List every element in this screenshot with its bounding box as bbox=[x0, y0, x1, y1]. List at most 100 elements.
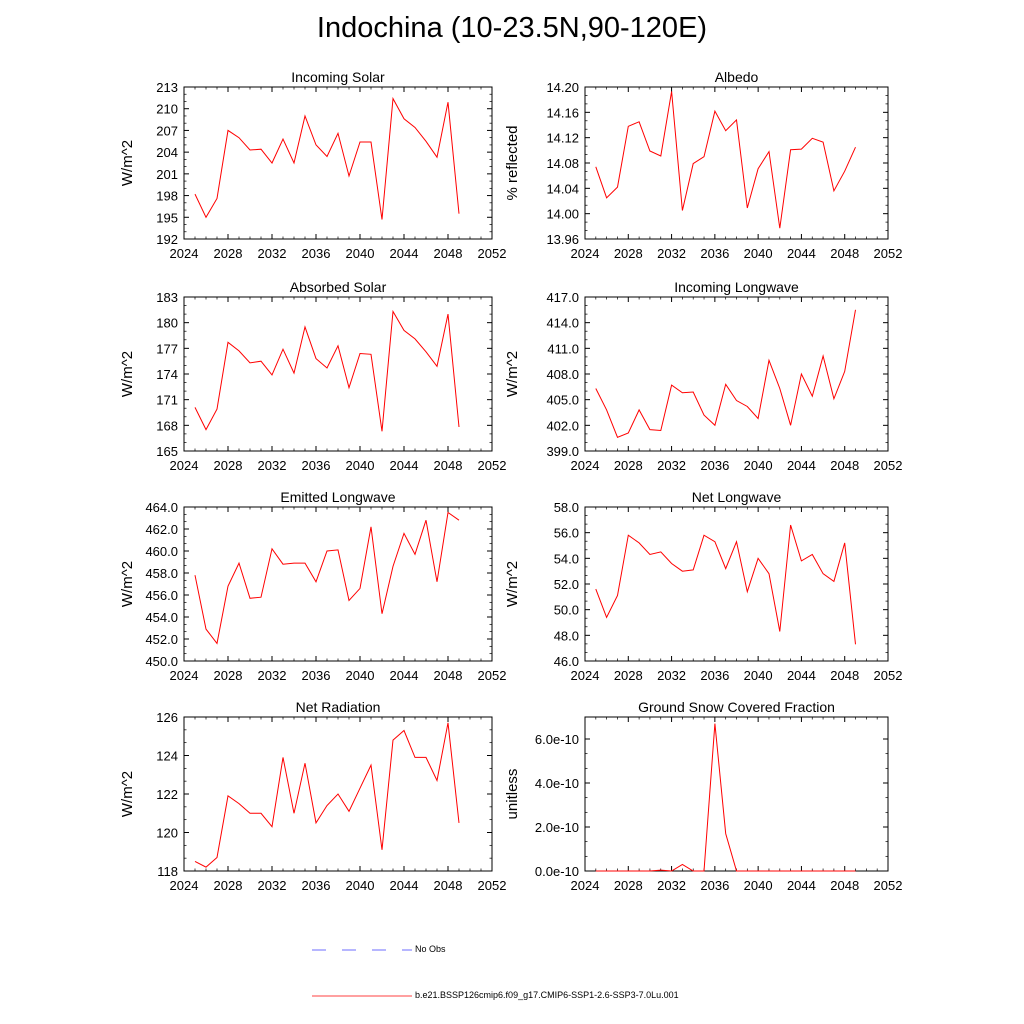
net-longwave-xtick-label: 2048 bbox=[830, 668, 859, 683]
ground-snow-covered-fraction-xtick-label: 2040 bbox=[744, 878, 773, 893]
incoming-solar-ytick-label: 213 bbox=[156, 80, 178, 95]
incoming-longwave-xtick-label: 2052 bbox=[874, 458, 903, 473]
net-radiation-xtick-label: 2024 bbox=[170, 878, 199, 893]
net-radiation-xtick-label: 2048 bbox=[434, 878, 463, 893]
emitted-longwave-xtick-label: 2052 bbox=[478, 668, 507, 683]
incoming-solar-xtick-label: 2044 bbox=[390, 246, 419, 261]
net-longwave-series-line bbox=[595, 524, 856, 645]
net-longwave-xtick-label: 2036 bbox=[700, 668, 729, 683]
albedo-xtick-label: 2044 bbox=[787, 246, 816, 261]
emitted-longwave-xtick-label: 2040 bbox=[346, 668, 375, 683]
albedo-xtick-label: 2036 bbox=[700, 246, 729, 261]
incoming-solar-ytick-label: 204 bbox=[156, 145, 178, 160]
absorbed-solar-ytick-label: 171 bbox=[156, 393, 178, 408]
albedo-ylabel: % reflected bbox=[504, 125, 521, 200]
ground-snow-covered-fraction-ytick-label: 2.0e-10 bbox=[535, 820, 579, 835]
incoming-longwave-xtick-label: 2024 bbox=[571, 458, 600, 473]
ground-snow-covered-fraction-title: Ground Snow Covered Fraction bbox=[638, 699, 835, 715]
albedo-ytick-label: 14.12 bbox=[546, 131, 579, 146]
ground-snow-covered-fraction-xtick-label: 2032 bbox=[657, 878, 686, 893]
incoming-solar-ytick-label: 192 bbox=[156, 232, 178, 247]
emitted-longwave-ytick-label: 458.0 bbox=[145, 566, 178, 581]
absorbed-solar-xtick-label: 2032 bbox=[258, 458, 287, 473]
net-longwave-ytick-label: 48.0 bbox=[554, 628, 579, 643]
incoming-solar-ytick-label: 198 bbox=[156, 189, 178, 204]
albedo-ytick-label: 14.16 bbox=[546, 105, 579, 120]
albedo-series-line bbox=[595, 91, 856, 229]
absorbed-solar-series-line bbox=[194, 309, 460, 432]
absorbed-solar-ytick-label: 168 bbox=[156, 418, 178, 433]
absorbed-solar-xtick-label: 2028 bbox=[214, 458, 243, 473]
incoming-longwave-ytick-label: 411.0 bbox=[547, 341, 579, 356]
incoming-longwave-ytick-label: 414.0 bbox=[546, 316, 579, 331]
emitted-longwave-ytick-label: 464.0 bbox=[145, 500, 178, 515]
albedo-xtick-label: 2028 bbox=[614, 246, 643, 261]
net-longwave-ytick-label: 46.0 bbox=[554, 654, 579, 669]
net-radiation-xtick-label: 2052 bbox=[478, 878, 507, 893]
ground-snow-covered-fraction-series-line bbox=[595, 723, 856, 872]
legend-label-model: b.e21.BSSP126cmip6.f09_g17.CMIP6-SSP1-2.… bbox=[415, 990, 679, 1000]
emitted-longwave-ytick-label: 450.0 bbox=[145, 654, 178, 669]
net-longwave-title: Net Longwave bbox=[692, 489, 782, 505]
emitted-longwave-xtick-label: 2032 bbox=[258, 668, 287, 683]
emitted-longwave-series-line bbox=[194, 511, 460, 645]
net-longwave-ytick-label: 56.0 bbox=[554, 526, 579, 541]
ground-snow-covered-fraction-xtick-label: 2024 bbox=[571, 878, 600, 893]
absorbed-solar-title: Absorbed Solar bbox=[290, 279, 387, 295]
emitted-longwave-xtick-label: 2036 bbox=[302, 668, 331, 683]
absorbed-solar-ytick-label: 165 bbox=[156, 444, 178, 459]
net-longwave-xtick-label: 2040 bbox=[744, 668, 773, 683]
ground-snow-covered-fraction-ylabel: unitless bbox=[504, 769, 521, 820]
incoming-longwave-title: Incoming Longwave bbox=[674, 279, 799, 295]
net-longwave-ylabel: W/m^2 bbox=[504, 561, 521, 607]
incoming-longwave-xtick-label: 2036 bbox=[700, 458, 729, 473]
net-radiation-xtick-label: 2040 bbox=[346, 878, 375, 893]
absorbed-solar-xtick-label: 2044 bbox=[390, 458, 419, 473]
net-radiation-title: Net Radiation bbox=[296, 699, 381, 715]
net-longwave-xtick-label: 2032 bbox=[657, 668, 686, 683]
albedo-ytick-label: 14.00 bbox=[546, 207, 579, 222]
albedo-xtick-label: 2048 bbox=[830, 246, 859, 261]
incoming-solar-title: Incoming Solar bbox=[291, 69, 385, 85]
incoming-solar-xtick-label: 2028 bbox=[214, 246, 243, 261]
net-longwave-ytick-label: 54.0 bbox=[554, 551, 579, 566]
emitted-longwave-xtick-label: 2024 bbox=[170, 668, 199, 683]
absorbed-solar-ytick-label: 177 bbox=[156, 341, 178, 356]
net-radiation-series-line bbox=[194, 722, 460, 868]
incoming-longwave-ylabel: W/m^2 bbox=[504, 351, 521, 397]
emitted-longwave-xtick-label: 2044 bbox=[390, 668, 419, 683]
ground-snow-covered-fraction-xtick-label: 2048 bbox=[830, 878, 859, 893]
net-radiation-xtick-label: 2044 bbox=[390, 878, 419, 893]
incoming-solar-xtick-label: 2032 bbox=[258, 246, 287, 261]
absorbed-solar-xtick-label: 2036 bbox=[302, 458, 331, 473]
page-title: Indochina (10-23.5N,90-120E) bbox=[316, 12, 708, 44]
incoming-longwave-xtick-label: 2028 bbox=[614, 458, 643, 473]
incoming-longwave-ytick-label: 402.0 bbox=[546, 418, 579, 433]
absorbed-solar-xtick-label: 2048 bbox=[434, 458, 463, 473]
absorbed-solar-xtick-label: 2052 bbox=[478, 458, 507, 473]
absorbed-solar-ytick-label: 183 bbox=[156, 290, 178, 305]
net-radiation-xtick-label: 2036 bbox=[302, 878, 331, 893]
albedo-xtick-label: 2040 bbox=[744, 246, 773, 261]
net-radiation-xtick-label: 2028 bbox=[214, 878, 243, 893]
ground-snow-covered-fraction-ytick-label: 4.0e-10 bbox=[535, 776, 579, 791]
net-radiation-ylabel: W/m^2 bbox=[119, 771, 136, 817]
emitted-longwave-ytick-label: 456.0 bbox=[145, 588, 178, 603]
net-longwave-ytick-label: 52.0 bbox=[554, 577, 579, 592]
albedo-xtick-label: 2024 bbox=[571, 246, 600, 261]
emitted-longwave-ytick-label: 462.0 bbox=[145, 522, 178, 537]
net-longwave-xtick-label: 2024 bbox=[571, 668, 600, 683]
ground-snow-covered-fraction-xtick-label: 2028 bbox=[614, 878, 643, 893]
net-longwave-ytick-label: 58.0 bbox=[554, 500, 579, 515]
legend-label-no-obs: No Obs bbox=[415, 944, 446, 954]
net-radiation-ytick-label: 120 bbox=[156, 826, 178, 841]
net-radiation-ytick-label: 126 bbox=[156, 710, 178, 725]
incoming-longwave-xtick-label: 2040 bbox=[744, 458, 773, 473]
incoming-solar-xtick-label: 2048 bbox=[434, 246, 463, 261]
incoming-longwave-ytick-label: 399.0 bbox=[546, 444, 579, 459]
emitted-longwave-ytick-label: 452.0 bbox=[145, 632, 178, 647]
albedo-title: Albedo bbox=[715, 69, 759, 85]
incoming-solar-xtick-label: 2024 bbox=[170, 246, 199, 261]
emitted-longwave-ylabel: W/m^2 bbox=[119, 561, 136, 607]
